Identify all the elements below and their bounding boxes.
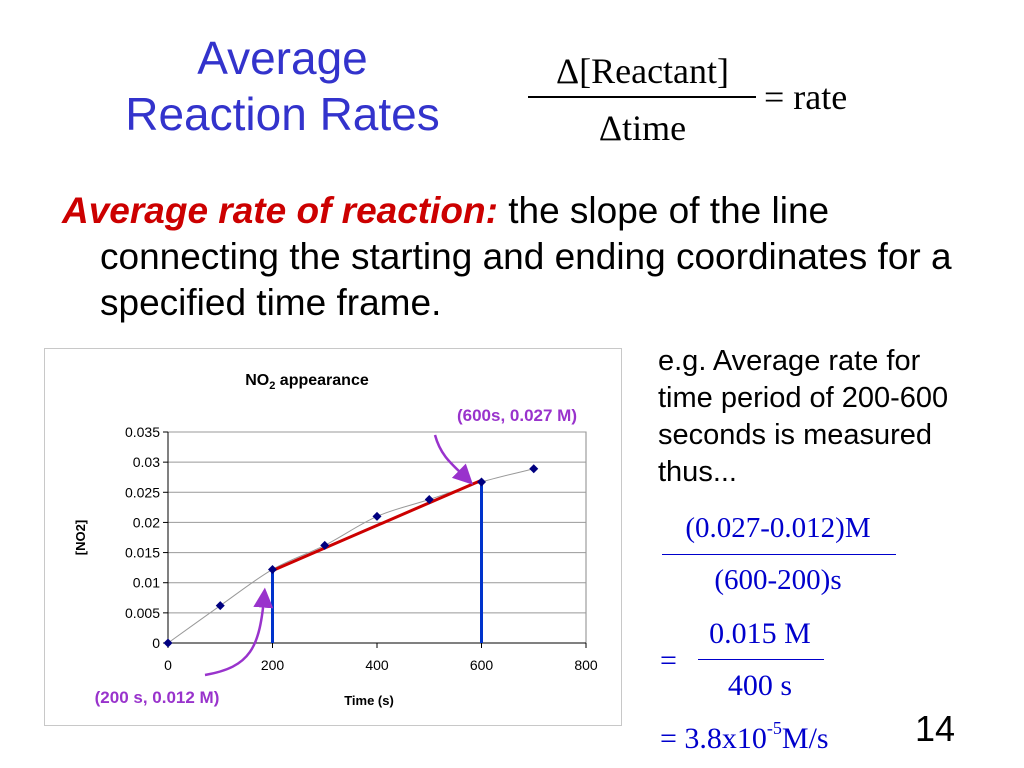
- x-tick-label: 800: [574, 657, 598, 673]
- calc-fraction-2-bar: [698, 659, 824, 660]
- y-tick-label: 0.035: [125, 424, 160, 440]
- calc-result-unit: M/s: [781, 722, 829, 755]
- plot-area: [167, 431, 587, 644]
- slide-title-line1: Average: [197, 32, 368, 84]
- formula-fraction-bar: [528, 96, 756, 98]
- data-point: [268, 564, 277, 574]
- calc-result-prefix: = 3.8x10: [660, 722, 767, 755]
- plot-layer: 0 0.005 0.01 0.015 0.02 0.025 0.03 0.035 0 200 400…: [125, 424, 598, 677]
- definition-text: the slope of the line connecting the sta…: [100, 190, 952, 323]
- definition-term: Average rate of reaction:: [62, 190, 498, 231]
- slope-line: [271, 478, 483, 573]
- y-tick-label: 0.015: [125, 545, 160, 561]
- y-tick-label: 0: [152, 635, 160, 651]
- y-tick-label: 0.025: [125, 484, 160, 500]
- data-point: [215, 601, 225, 611]
- x-tick-label: 200: [261, 657, 285, 673]
- annotation-600s: (600s, 0.027 M): [457, 406, 577, 425]
- annotation-arrow-200: [204, 587, 274, 677]
- y-axis-label: [NO2]: [73, 520, 88, 555]
- rate-formula: Δ[Reactant] Δtime = rate: [520, 50, 880, 160]
- formula-denominator: Δtime: [598, 108, 687, 148]
- calc-result: = 3.8x10-5M/s: [660, 719, 829, 756]
- x-tick-label: 400: [365, 657, 389, 673]
- y-tick-label: 0.02: [133, 514, 160, 530]
- y-tick-label: 0.03: [133, 454, 160, 470]
- calc-fraction-2: = 0.015 M 400 s: [660, 617, 860, 717]
- definition-paragraph: Average rate of reaction: the slope of t…: [62, 188, 1000, 326]
- data-point: [320, 540, 330, 550]
- chart-frame: 0 0.005 0.01 0.015 0.02 0.025 0.03 0.035 0 200 400…: [44, 348, 622, 726]
- slide-title: Average Reaction Rates: [60, 30, 505, 142]
- formula-rhs: = rate: [764, 77, 848, 117]
- calc-fraction-2-denominator: 400 s: [727, 669, 793, 702]
- data-point: [372, 511, 382, 521]
- slide-title-line2: Reaction Rates: [125, 88, 440, 140]
- chart-title: NO2 appearance: [245, 372, 369, 392]
- y-tick-label: 0.01: [133, 575, 160, 591]
- data-point: [477, 477, 486, 487]
- data-point: [424, 495, 434, 505]
- data-point: [529, 464, 539, 474]
- calc-fraction-2-numerator: 0.015 M: [709, 617, 811, 650]
- annotation-arrow-600: [433, 434, 474, 485]
- annotation-200s: (200 s, 0.012 M): [95, 688, 220, 707]
- no2-chart: 0 0.005 0.01 0.015 0.02 0.025 0.03 0.035 0 200 400…: [73, 372, 598, 708]
- x-axis-label: Time (s): [344, 693, 394, 708]
- x-tick-label: 600: [470, 657, 494, 673]
- calc-fraction-1-denominator: (600-200)s: [714, 564, 842, 596]
- page-number: 14: [915, 708, 956, 749]
- y-tick-label: 0.005: [125, 605, 160, 621]
- example-note: e.g. Average rate for time period of 200…: [658, 345, 949, 488]
- formula-numerator: Δ[Reactant]: [555, 51, 730, 91]
- calc-fraction-1: (0.027-0.012)M (600-200)s: [660, 512, 900, 622]
- x-tick-label: 0: [164, 657, 172, 673]
- data-point: [163, 638, 173, 648]
- calc-equals: =: [660, 644, 677, 677]
- calc-result-exponent: -5: [766, 718, 782, 738]
- calc-fraction-1-bar: [662, 554, 896, 555]
- calc-fraction-1-numerator: (0.027-0.012)M: [685, 512, 871, 544]
